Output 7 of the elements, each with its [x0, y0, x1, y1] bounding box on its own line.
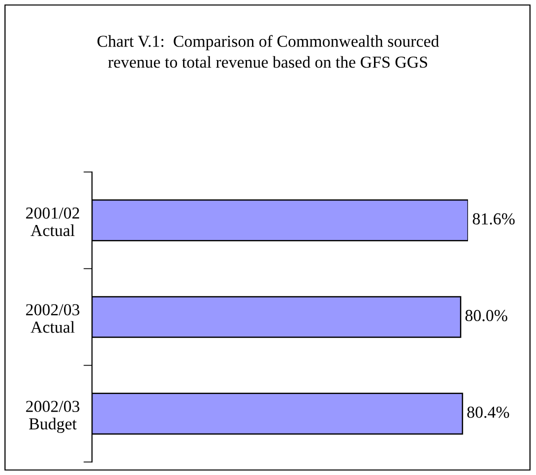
data-label: 80.0% — [465, 310, 508, 322]
y-tick-label: 2001/02 Actual — [26, 207, 80, 236]
data-label: 80.4% — [467, 406, 510, 418]
chart-title: Chart V.1: Comparison of Commonwealth sourced revenue to total revenue based on the GFS GGS — [97, 35, 440, 68]
y-tick-label: 2002/03 Budget — [26, 400, 80, 433]
data-label: 81.6% — [472, 213, 515, 225]
y-tick-label: 2002/03 Actual — [26, 304, 80, 333]
